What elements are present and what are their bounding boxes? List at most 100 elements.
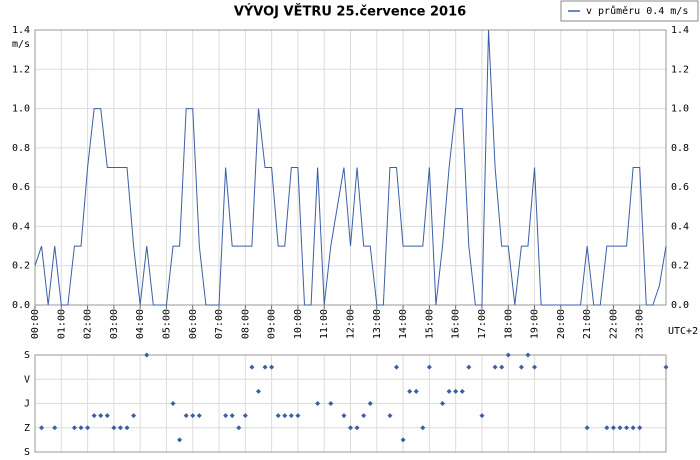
y-tick-label: 0.8 bbox=[12, 143, 30, 154]
point bbox=[236, 425, 242, 431]
x-tick-label: 06:00 bbox=[188, 309, 199, 339]
point bbox=[394, 364, 400, 370]
y-tick-label: Z bbox=[24, 423, 30, 434]
point bbox=[269, 364, 275, 370]
point bbox=[367, 401, 373, 406]
point bbox=[242, 413, 248, 419]
y2-tick-label: 0.2 bbox=[671, 261, 689, 272]
point bbox=[518, 364, 524, 370]
y-tick-label: 0.2 bbox=[12, 261, 30, 272]
point bbox=[190, 413, 196, 419]
point bbox=[255, 388, 261, 394]
x-tick-label: 21:00 bbox=[582, 309, 593, 339]
point bbox=[610, 425, 616, 431]
point bbox=[52, 425, 58, 431]
point bbox=[453, 388, 459, 394]
point bbox=[315, 401, 321, 406]
point bbox=[348, 425, 353, 431]
point bbox=[617, 425, 623, 431]
y-tick-label: S bbox=[24, 447, 30, 458]
point bbox=[177, 437, 183, 443]
point bbox=[117, 425, 123, 431]
y-axis-label: m/s bbox=[12, 39, 30, 50]
point bbox=[446, 388, 452, 394]
point bbox=[361, 413, 367, 419]
point bbox=[183, 413, 189, 419]
x-tick-label: 01:00 bbox=[56, 309, 67, 339]
point bbox=[532, 364, 538, 370]
point bbox=[440, 401, 446, 406]
point bbox=[196, 413, 202, 419]
x-tick-label: 16:00 bbox=[451, 309, 462, 339]
point bbox=[459, 388, 465, 394]
x-tick-label: 08:00 bbox=[240, 309, 251, 339]
x-tick-label: 23:00 bbox=[635, 309, 646, 339]
x-tick-label: 18:00 bbox=[503, 309, 514, 339]
point bbox=[98, 413, 104, 419]
line-series bbox=[34, 29, 667, 306]
point bbox=[604, 425, 610, 431]
x-tick-label: 12:00 bbox=[346, 309, 357, 339]
x-tick-label: 15:00 bbox=[424, 309, 435, 339]
point bbox=[170, 401, 176, 406]
point bbox=[328, 401, 334, 406]
y-tick-label: J bbox=[24, 399, 30, 410]
y2-tick-label: 0.8 bbox=[671, 143, 689, 154]
point bbox=[525, 352, 531, 358]
y-tick-label: 0.4 bbox=[12, 221, 30, 232]
y2-tick-label: 1.4 bbox=[671, 25, 689, 36]
point bbox=[505, 352, 511, 358]
point bbox=[39, 425, 45, 431]
x-tick-label: 22:00 bbox=[608, 309, 619, 339]
x-axis-label: UTC+2 bbox=[668, 326, 698, 337]
plot-frame bbox=[34, 354, 667, 453]
point bbox=[144, 352, 150, 358]
legend-box bbox=[560, 0, 699, 22]
point bbox=[663, 364, 669, 370]
point bbox=[111, 425, 117, 431]
point bbox=[71, 425, 77, 431]
point bbox=[400, 437, 406, 443]
point bbox=[78, 425, 84, 431]
plot-frame bbox=[34, 29, 667, 306]
point bbox=[249, 364, 255, 370]
x-tick-label: 09:00 bbox=[267, 309, 278, 339]
point bbox=[413, 388, 419, 394]
point bbox=[387, 413, 393, 419]
point bbox=[466, 364, 472, 370]
legend-label: v průměru 0.4 m/s bbox=[586, 5, 688, 17]
point bbox=[229, 413, 235, 419]
point bbox=[85, 425, 91, 431]
y-tick-label: 1.4 bbox=[12, 25, 30, 36]
y-tick-label: 1.0 bbox=[12, 104, 30, 115]
y-tick-label: 1.2 bbox=[12, 64, 30, 75]
x-tick-label: 10:00 bbox=[293, 309, 304, 339]
legend bbox=[560, 0, 699, 22]
point bbox=[420, 425, 426, 431]
chart-title: VÝVOJ VĚTRU 25.července 2016 bbox=[234, 4, 466, 20]
y2-tick-label: 0.4 bbox=[671, 221, 689, 232]
point bbox=[479, 413, 485, 419]
point bbox=[341, 413, 347, 419]
x-tick-label: 19:00 bbox=[530, 309, 541, 339]
point bbox=[223, 413, 229, 419]
point bbox=[499, 364, 505, 370]
x-tick-label: 11:00 bbox=[319, 309, 330, 339]
x-tick-label: 20:00 bbox=[556, 309, 567, 339]
point bbox=[584, 425, 590, 431]
x-tick-label: 00:00 bbox=[30, 309, 41, 339]
point bbox=[295, 413, 301, 419]
point bbox=[262, 364, 268, 370]
x-tick-label: 05:00 bbox=[161, 309, 172, 339]
y2-tick-label: 1.0 bbox=[671, 104, 689, 115]
y-tick-label: 0.0 bbox=[12, 300, 30, 311]
point bbox=[624, 425, 630, 431]
point bbox=[91, 413, 97, 419]
point bbox=[354, 425, 360, 431]
point bbox=[124, 425, 130, 431]
y2-tick-label: 0.6 bbox=[671, 182, 689, 193]
x-tick-label: 13:00 bbox=[372, 309, 383, 339]
point bbox=[492, 364, 498, 370]
point bbox=[282, 413, 288, 419]
